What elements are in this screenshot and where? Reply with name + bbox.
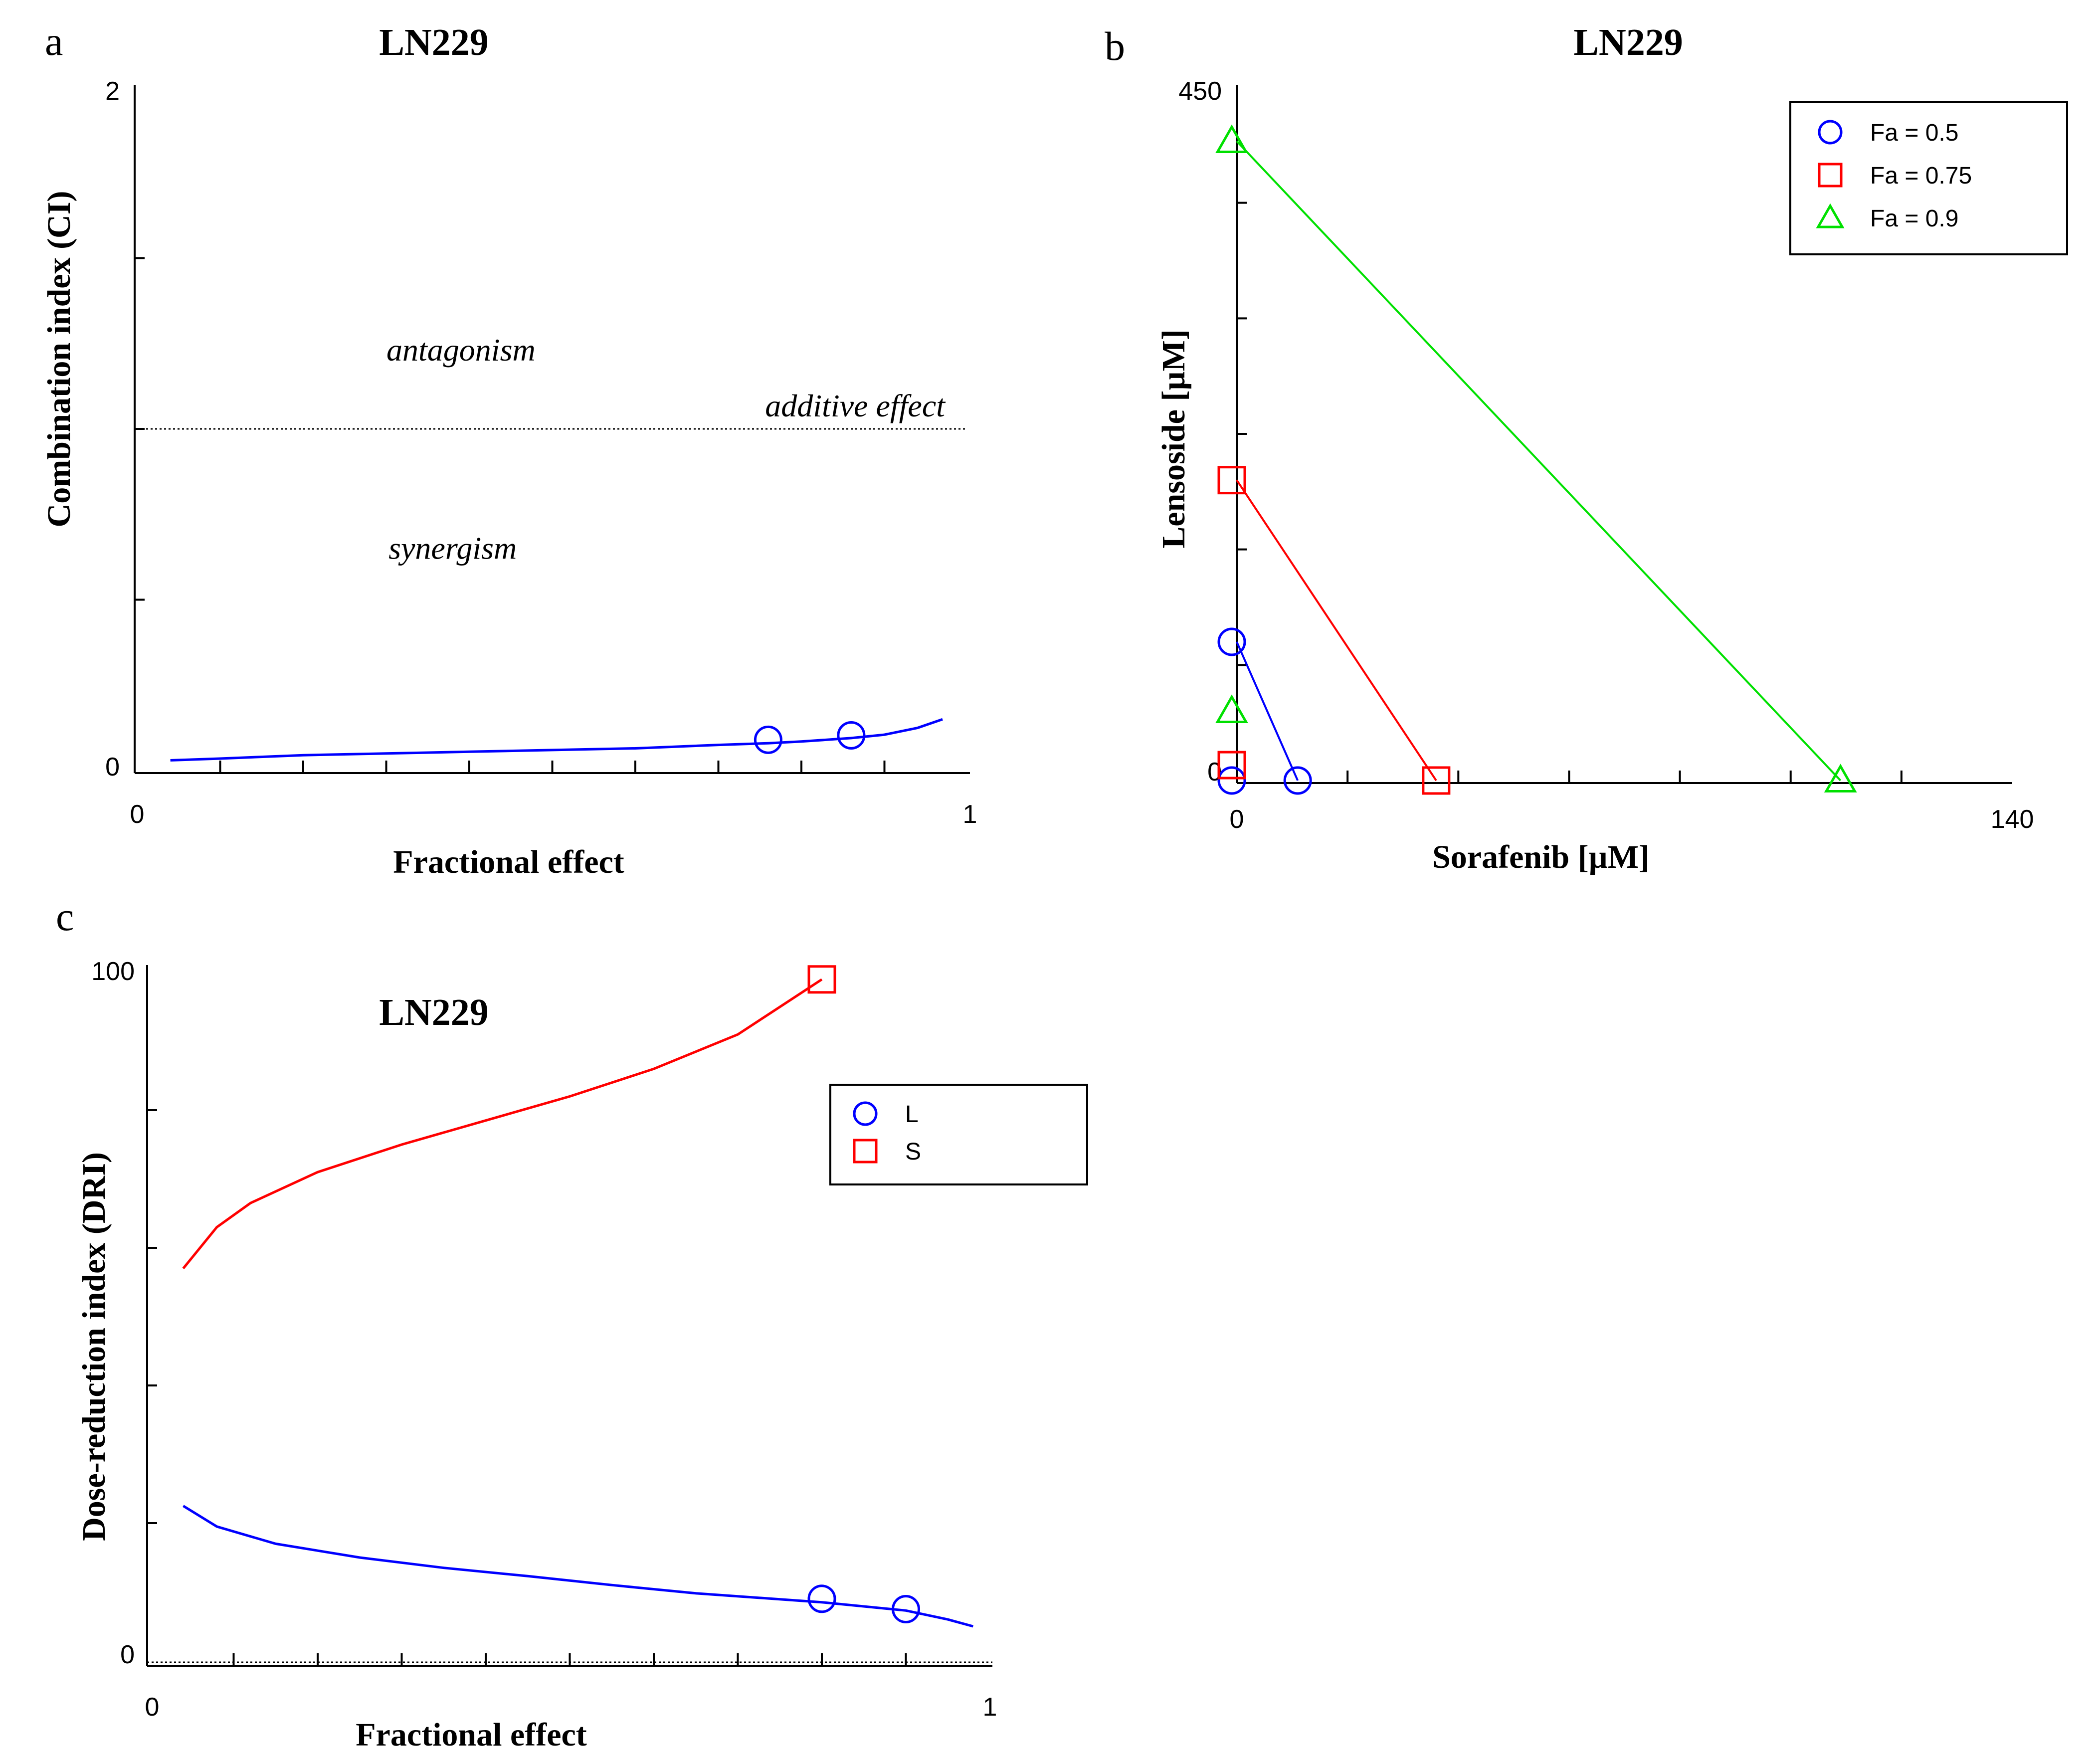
panel-a-title: LN229: [379, 21, 489, 63]
panel-a-ytick-min: 0: [105, 753, 120, 782]
panel-b-axis-point-0: [1217, 627, 1246, 656]
panel-b: LN229 450 0 0 140 Sorafenib [µM] Lensosi…: [1155, 21, 2068, 875]
panel-c-dri-curve-S: [182, 978, 823, 1269]
panel-c-title: LN229: [379, 991, 489, 1033]
panel-a-y-title: Combination index (CI): [41, 191, 77, 528]
panel-c-ticks: [147, 1109, 907, 1666]
panel-a-synergism-label: synergism: [388, 530, 517, 566]
panel-c-y-title: Dose-reduction index (DRI): [76, 1152, 112, 1541]
panel-b-xtick-min: 0: [1230, 805, 1244, 834]
panel-b-legend-markers: [1816, 120, 1845, 228]
panel-c-x-title: Fractional effect: [356, 1717, 587, 1753]
panel-b-title: LN229: [1573, 21, 1683, 63]
panel-c-legend-l: L: [905, 1101, 919, 1128]
panel-c-legend-s: S: [905, 1139, 921, 1165]
panel-b-y-title: Lensoside [µM]: [1155, 329, 1192, 549]
panel-b-point-1: [1422, 766, 1451, 795]
panel-b-axis-point-1: [1217, 466, 1246, 495]
panel-b-point-2: [1215, 694, 1248, 723]
panel-c-xtick-min: 0: [145, 1693, 160, 1722]
panel-b-legend-fa05: Fa = 0.5: [1870, 120, 1958, 146]
panel-a-plot-area: [170, 718, 943, 762]
panel-a-x-title: Fractional effect: [393, 844, 624, 880]
panel-b-plot-area: [1215, 124, 1857, 795]
panel-b-legend-marker-2: [1816, 203, 1845, 228]
panel-a-additive-label: additive effect: [765, 388, 946, 423]
panel-c-ytick-min: 0: [120, 1640, 135, 1669]
panel-c-dri-curve-L: [183, 1505, 973, 1628]
panel-b-legend: Fa = 0.5 Fa = 0.75 Fa = 0.9: [1789, 101, 2068, 255]
panel-b-x-title: Sorafenib [µM]: [1432, 839, 1650, 875]
panel-b-legend-marker-1: [1818, 163, 1843, 188]
panel-a-ci-point: [754, 725, 782, 754]
panel-b-isobologram-line-0: [1236, 641, 1299, 781]
panel-c-ytick-max: 100: [91, 957, 135, 986]
panel-a-ci-curve: [170, 718, 943, 762]
panel-b-point-0: [1283, 766, 1312, 795]
panel-a-xtick-max: 1: [963, 800, 977, 829]
panel-b-legend-fa09: Fa = 0.9: [1870, 205, 1958, 232]
panel-b-point-2: [1824, 764, 1857, 792]
panel-b-isobologram-line-2: [1236, 140, 1842, 782]
panel-c-legend: L S: [829, 1084, 1088, 1185]
panel-a-letter: a: [45, 18, 63, 64]
panel-a-antagonism-label: antagonism: [386, 332, 536, 368]
panel-b-legend-box: [1789, 101, 2068, 255]
panel-c-dri-point-L: [892, 1595, 920, 1623]
panel-a-ci-point: [837, 721, 866, 750]
panel-b-letter: b: [1105, 23, 1125, 69]
panel-c-dri-point-L: [807, 1584, 836, 1613]
panel-b-ticks: [1237, 201, 1903, 783]
panel-b-ytick-max: 450: [1178, 77, 1222, 106]
panel-b-point-1: [1217, 751, 1246, 780]
panel-b-isobologram-line-1: [1236, 479, 1437, 782]
panel-a-ytick-max: 2: [105, 77, 120, 106]
panel-b-legend-fa075: Fa = 0.75: [1870, 163, 1972, 189]
panel-a-xtick-min: 0: [130, 800, 145, 829]
panel-c-plot-area: [182, 965, 973, 1628]
panel-c-legend-markers: [853, 1101, 878, 1164]
panel-c-dri-point-S: [807, 965, 836, 994]
panel-b-point-0: [1217, 766, 1246, 795]
panel-c-legend-marker-L: [853, 1101, 878, 1126]
panel-c-xtick-max: 1: [983, 1693, 997, 1722]
panel-b-legend-marker-0: [1818, 120, 1843, 145]
panel-c-letter: c: [56, 894, 74, 939]
panel-c-legend-marker-S: [853, 1139, 878, 1164]
panel-c-legend-box: [829, 1084, 1088, 1185]
panel-b-axis-point-2: [1215, 124, 1248, 154]
panel-c: LN229 100 0 0 1 Fractional effect Dose-r…: [76, 957, 1088, 1753]
panel-a: LN229 2 0 0 1 Fractional effect Combinat…: [41, 21, 977, 880]
panel-b-xtick-max: 140: [1991, 805, 2034, 834]
panel-a-ticks: [135, 257, 886, 773]
